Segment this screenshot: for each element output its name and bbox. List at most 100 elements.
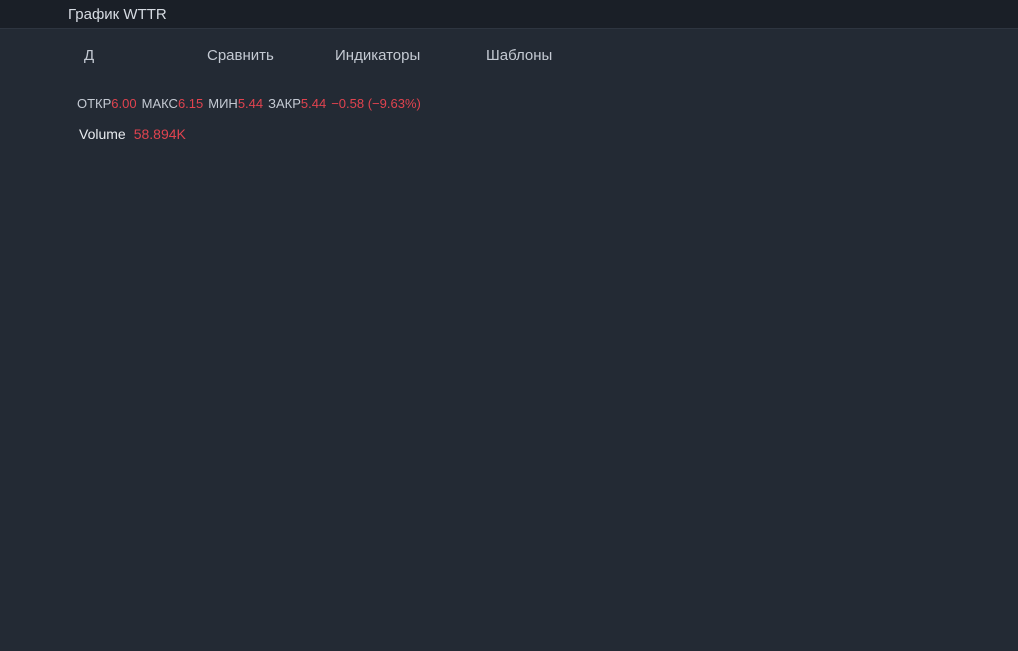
- volume-bar: [406, 574, 419, 603]
- candle-body: [435, 309, 445, 323]
- candle-body: [380, 418, 390, 432]
- volume-bar: [159, 571, 173, 603]
- candle-body: [942, 232, 952, 246]
- volume-bar: [282, 575, 296, 603]
- volume-bar: [570, 571, 584, 603]
- volume-bar: [899, 574, 913, 603]
- x-tick-label: Мар: [468, 613, 493, 628]
- y-tick-label: 12.00: [968, 174, 1001, 189]
- candle-body: [175, 494, 185, 508]
- low-price-label: 5.44: [968, 592, 994, 607]
- candle-body: [613, 169, 623, 183]
- candle-body: [860, 137, 870, 151]
- candle-body: [695, 157, 705, 170]
- volume-bar: [337, 574, 351, 603]
- candle-body: [79, 278, 89, 291]
- candle-body: [599, 195, 609, 209]
- volume-bar: [584, 572, 597, 603]
- candle-body: [531, 239, 541, 253]
- candle-body: [517, 271, 527, 285]
- candle-body: [545, 214, 554, 228]
- candle-body: [682, 150, 691, 164]
- volume-bar: [378, 579, 392, 603]
- candle-body: [819, 214, 828, 228]
- volume-bar: [433, 570, 447, 603]
- legend-value: 5.44: [237, 96, 264, 111]
- volume-bar: [255, 575, 269, 603]
- volume-bar: [351, 576, 365, 603]
- templates-button[interactable]: Шаблоны: [486, 47, 553, 64]
- candle-body: [325, 386, 335, 400]
- candle-body: [449, 322, 459, 336]
- volume-bar: [529, 561, 543, 603]
- volume-bar: [762, 572, 776, 603]
- candle-body: [408, 341, 417, 355]
- volume-bar: [365, 577, 378, 603]
- interval-button[interactable]: Д: [84, 47, 95, 64]
- volume-bar: [556, 568, 570, 603]
- volume-bar: [104, 553, 118, 603]
- candle-body: [394, 399, 404, 412]
- legend-label: МИН: [208, 96, 238, 111]
- volume-bar: [488, 568, 502, 603]
- candle-body: [120, 392, 130, 406]
- candle-body: [723, 157, 733, 170]
- candle-body: [873, 195, 883, 209]
- candle-body: [462, 341, 472, 355]
- y-tick-label: 11.00: [968, 238, 1000, 253]
- candle-body: [558, 208, 568, 221]
- volume-bar: [721, 566, 734, 603]
- volume-bar: [639, 571, 652, 603]
- candle-body: [791, 220, 801, 234]
- volume-bar: [447, 571, 460, 603]
- scroll-button[interactable]: [904, 529, 936, 561]
- volume-bar: [803, 572, 817, 603]
- candle-body: [586, 227, 596, 240]
- candle-body: [188, 520, 198, 533]
- candle-body: [654, 157, 664, 170]
- candle-body: [134, 418, 143, 432]
- scroll-icon: [912, 538, 928, 552]
- volume-label: Volume: [79, 126, 126, 142]
- compare-button[interactable]: Сравнить: [207, 47, 274, 64]
- volume-bar: [186, 534, 200, 603]
- candle-body: [901, 227, 911, 240]
- volume-bar: [913, 574, 926, 603]
- legend-value: 5.44: [300, 96, 327, 111]
- volume-bar: [132, 570, 145, 603]
- volume-bar: [817, 571, 830, 603]
- legend-value: 6.00: [111, 96, 137, 111]
- y-tick-label: 7.00: [968, 493, 993, 508]
- candle-body: [298, 392, 308, 406]
- y-tick-label: 13.00: [968, 110, 1001, 125]
- volume-bar: [707, 571, 721, 603]
- candle-body: [887, 246, 897, 260]
- candle-body: [229, 469, 239, 482]
- volume-bar: [858, 493, 871, 603]
- volume-bar: [173, 516, 186, 603]
- volume-bar: [611, 566, 625, 603]
- x-tick-label: Апр: [620, 613, 643, 628]
- y-tick-label: 10.00: [968, 301, 1001, 316]
- volume-bar: [926, 571, 940, 603]
- volume-bar: [63, 571, 77, 603]
- candle-body: [161, 462, 171, 476]
- legend-label: ЗАКР: [268, 96, 301, 111]
- y-tick-label: 8.00: [968, 429, 993, 444]
- candle-body: [668, 169, 678, 183]
- candle-body: [284, 386, 294, 400]
- x-tick-label: Июн: [906, 613, 932, 628]
- candle-body: [257, 424, 267, 438]
- volume-bar: [789, 574, 803, 603]
- volume-bar: [597, 570, 611, 603]
- volume-bar: [77, 570, 91, 603]
- indicators-button[interactable]: Индикаторы: [335, 47, 421, 64]
- volume-bar: [776, 571, 789, 603]
- volume-bar: [748, 570, 762, 603]
- volume-bar: [543, 566, 556, 603]
- volume-bar: [885, 572, 899, 603]
- y-tick-label: 6.00: [968, 556, 993, 571]
- volume-bar: [502, 567, 515, 603]
- top-bar: [0, 0, 1018, 29]
- volume-legend: Volume 58.894K: [79, 126, 186, 142]
